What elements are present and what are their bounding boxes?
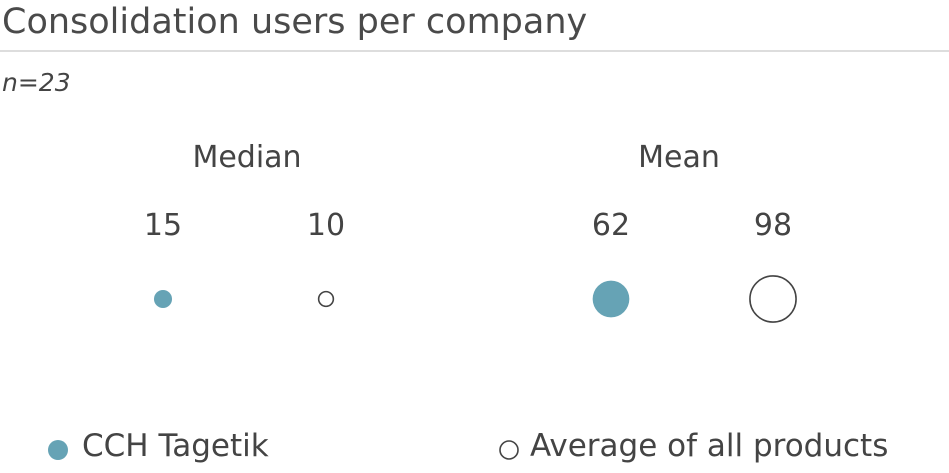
legend-label-average: Average of all products [530, 428, 889, 464]
bubble-median-0 [153, 289, 173, 309]
bubble-median-1 [317, 290, 335, 308]
legend-marker-filled [48, 440, 68, 460]
legend-label-cch-tagetik: CCH Tagetik [82, 428, 269, 464]
group-label-mean: Mean [638, 140, 720, 175]
legend-marker-outline [499, 440, 519, 460]
value-label: 15 [143, 208, 183, 243]
bubble-mean-0 [592, 280, 630, 318]
bubble-mean-1 [749, 275, 797, 323]
group-label-median: Median [192, 140, 302, 175]
value-label: 98 [753, 208, 793, 243]
value-label: 10 [306, 208, 346, 243]
title-divider [0, 50, 949, 52]
sample-size: n=23 [2, 68, 71, 97]
value-label: 62 [591, 208, 631, 243]
chart-title: Consolidation users per company [2, 2, 588, 42]
